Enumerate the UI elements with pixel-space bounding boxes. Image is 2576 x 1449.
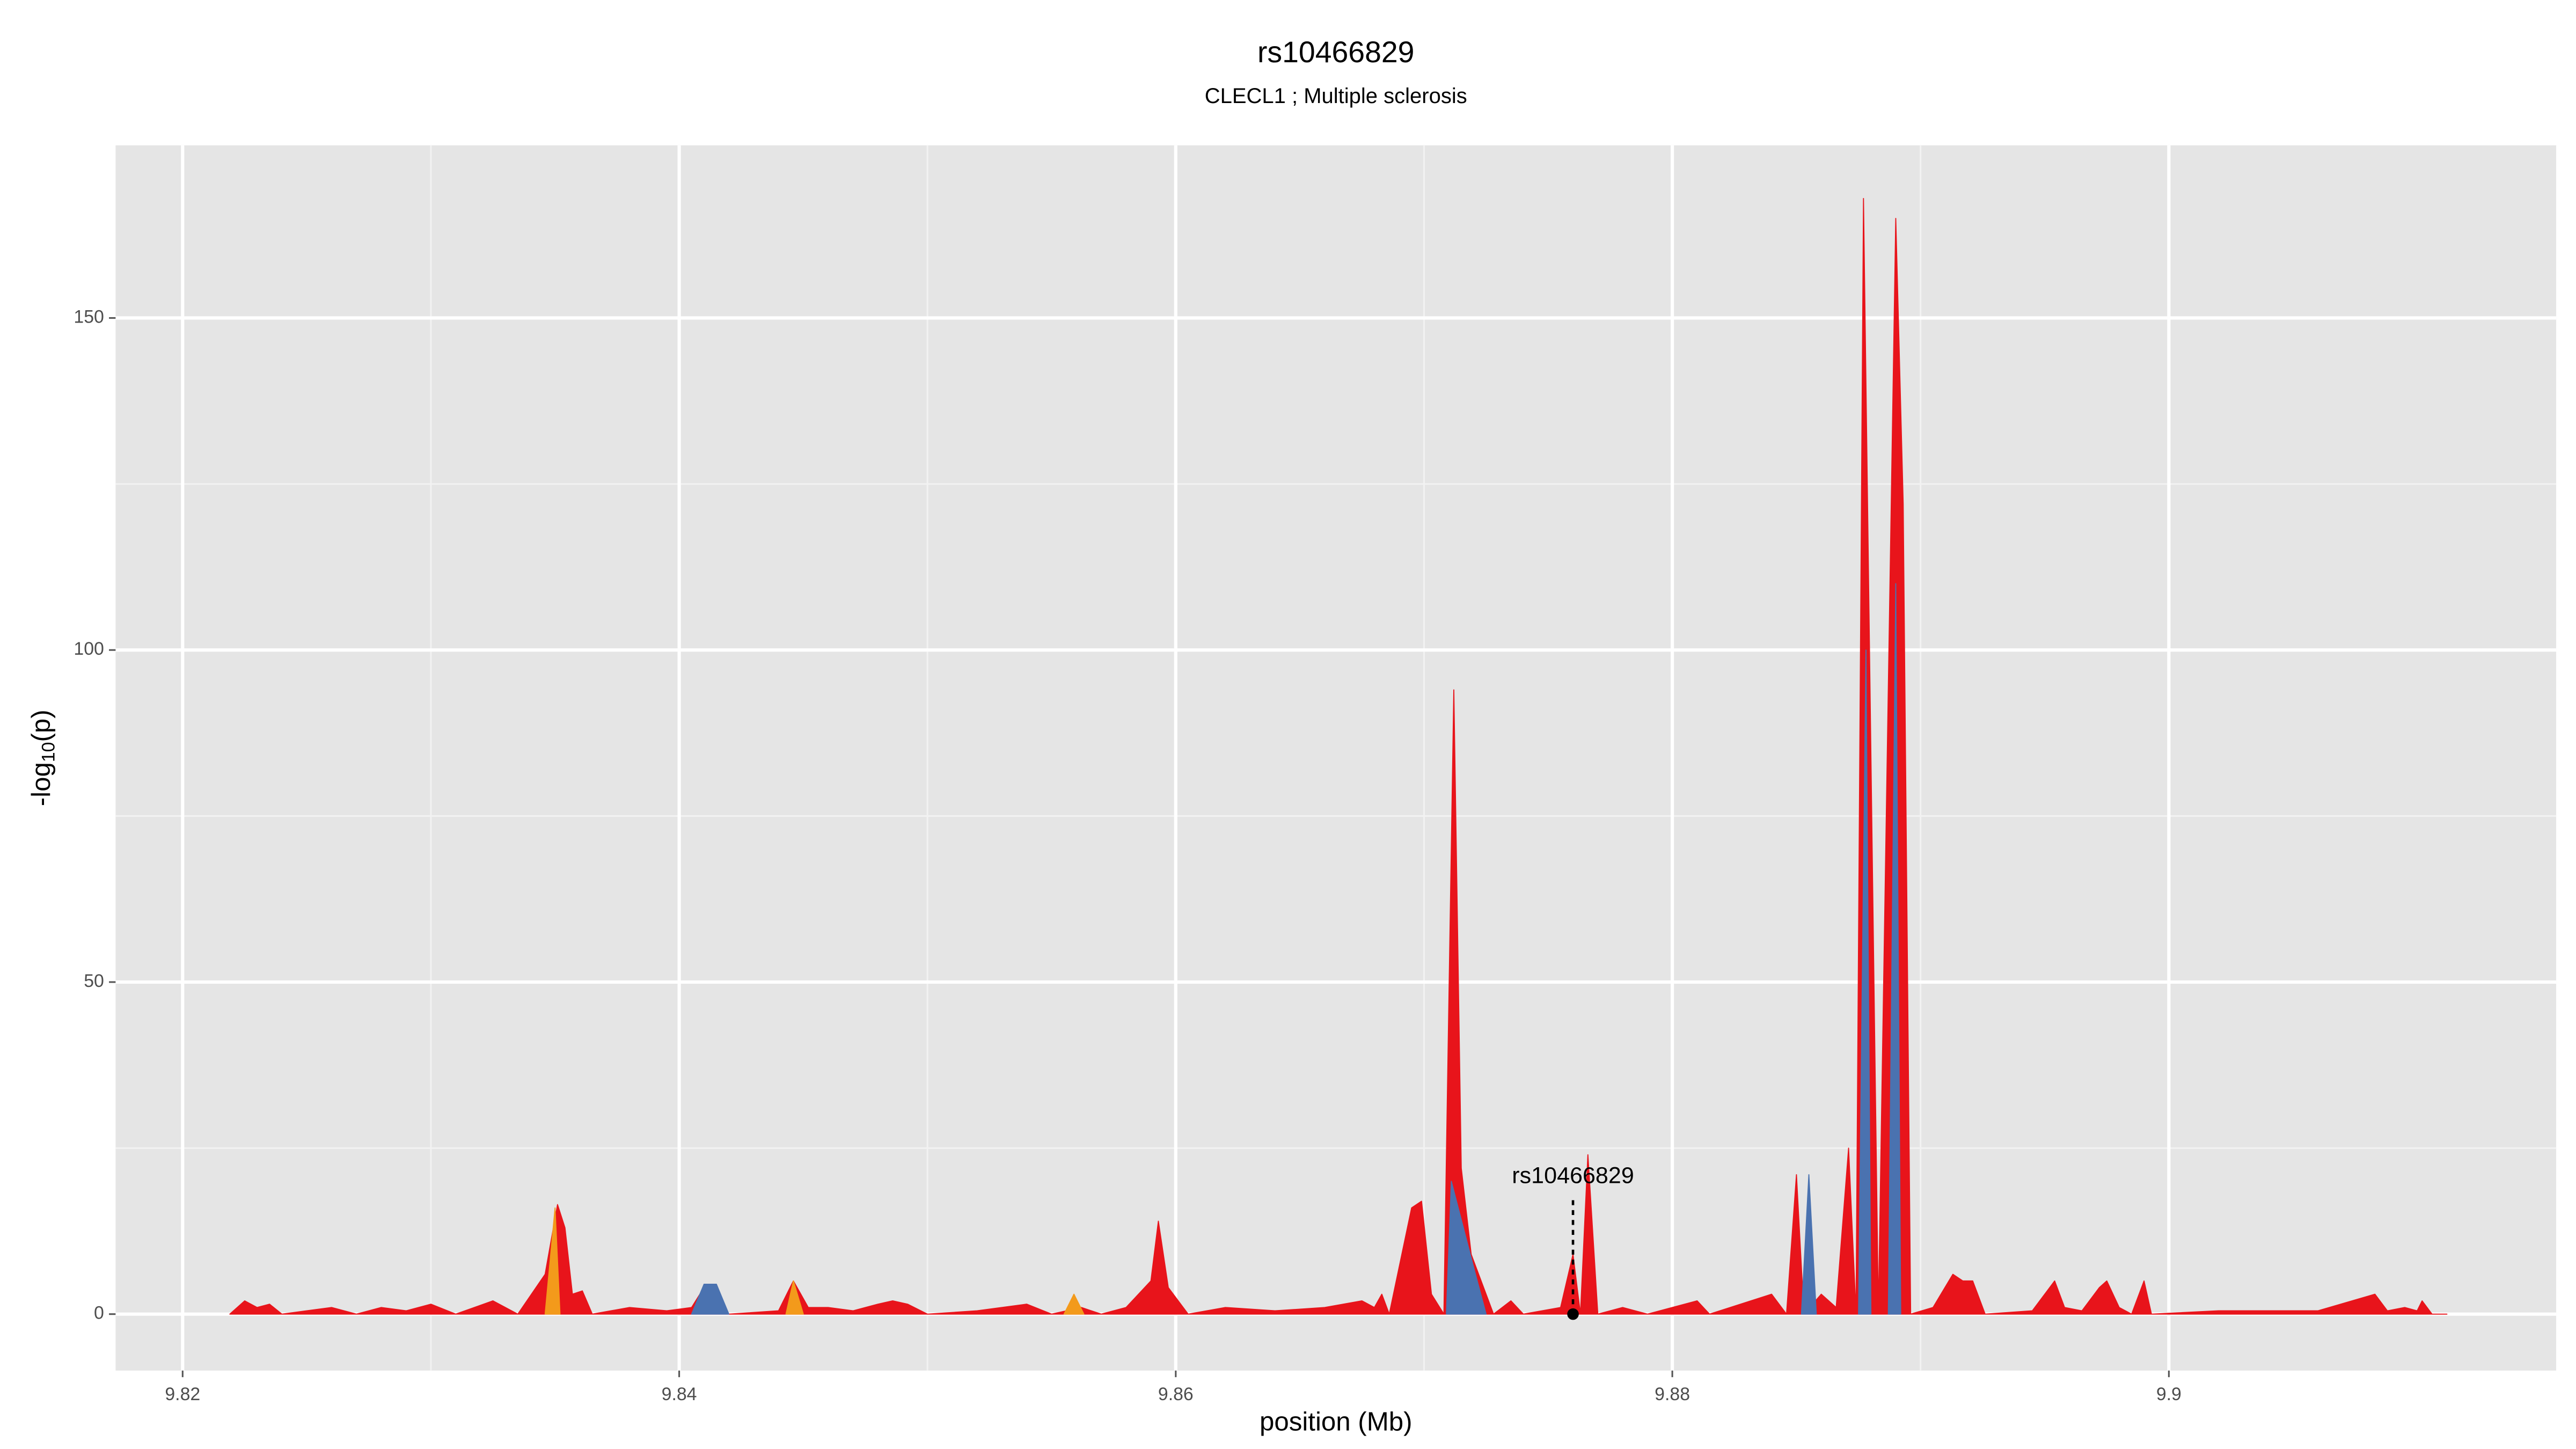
x-tick-label: 9.82: [165, 1384, 200, 1404]
chart-title: rs10466829: [1257, 35, 1415, 69]
y-tick-label: 50: [84, 971, 104, 991]
y-label-part: -log: [26, 762, 56, 806]
x-tick-label: 9.9: [2156, 1384, 2182, 1404]
plot-panel: [115, 145, 2557, 1371]
x-tick-label: 9.86: [1158, 1384, 1194, 1404]
y-axis-label: -log10(p): [26, 709, 58, 806]
y-tick-label: 150: [74, 306, 104, 327]
y-tick-label: 0: [94, 1303, 104, 1323]
annotation-point: [1567, 1308, 1579, 1320]
marks: rs10466829: [229, 197, 2448, 1320]
annotation-label: rs10466829: [1512, 1163, 1634, 1189]
area-series: [544, 1207, 1085, 1315]
axes: 9.82 9.84 9.86 9.88 9.9 0 50 100 150: [74, 306, 2181, 1404]
x-axis-label: position (Mb): [1260, 1407, 1412, 1436]
y-label-part: (p): [26, 709, 56, 742]
y-tick-label: 100: [74, 639, 104, 659]
chart-subtitle: CLECL1 ; Multiple sclerosis: [1205, 84, 1467, 108]
area-series: [691, 583, 1901, 1315]
x-tick-label: 9.88: [1655, 1384, 1690, 1404]
x-tick-label: 9.84: [662, 1384, 697, 1404]
y-label-subscript: 10: [38, 742, 58, 763]
